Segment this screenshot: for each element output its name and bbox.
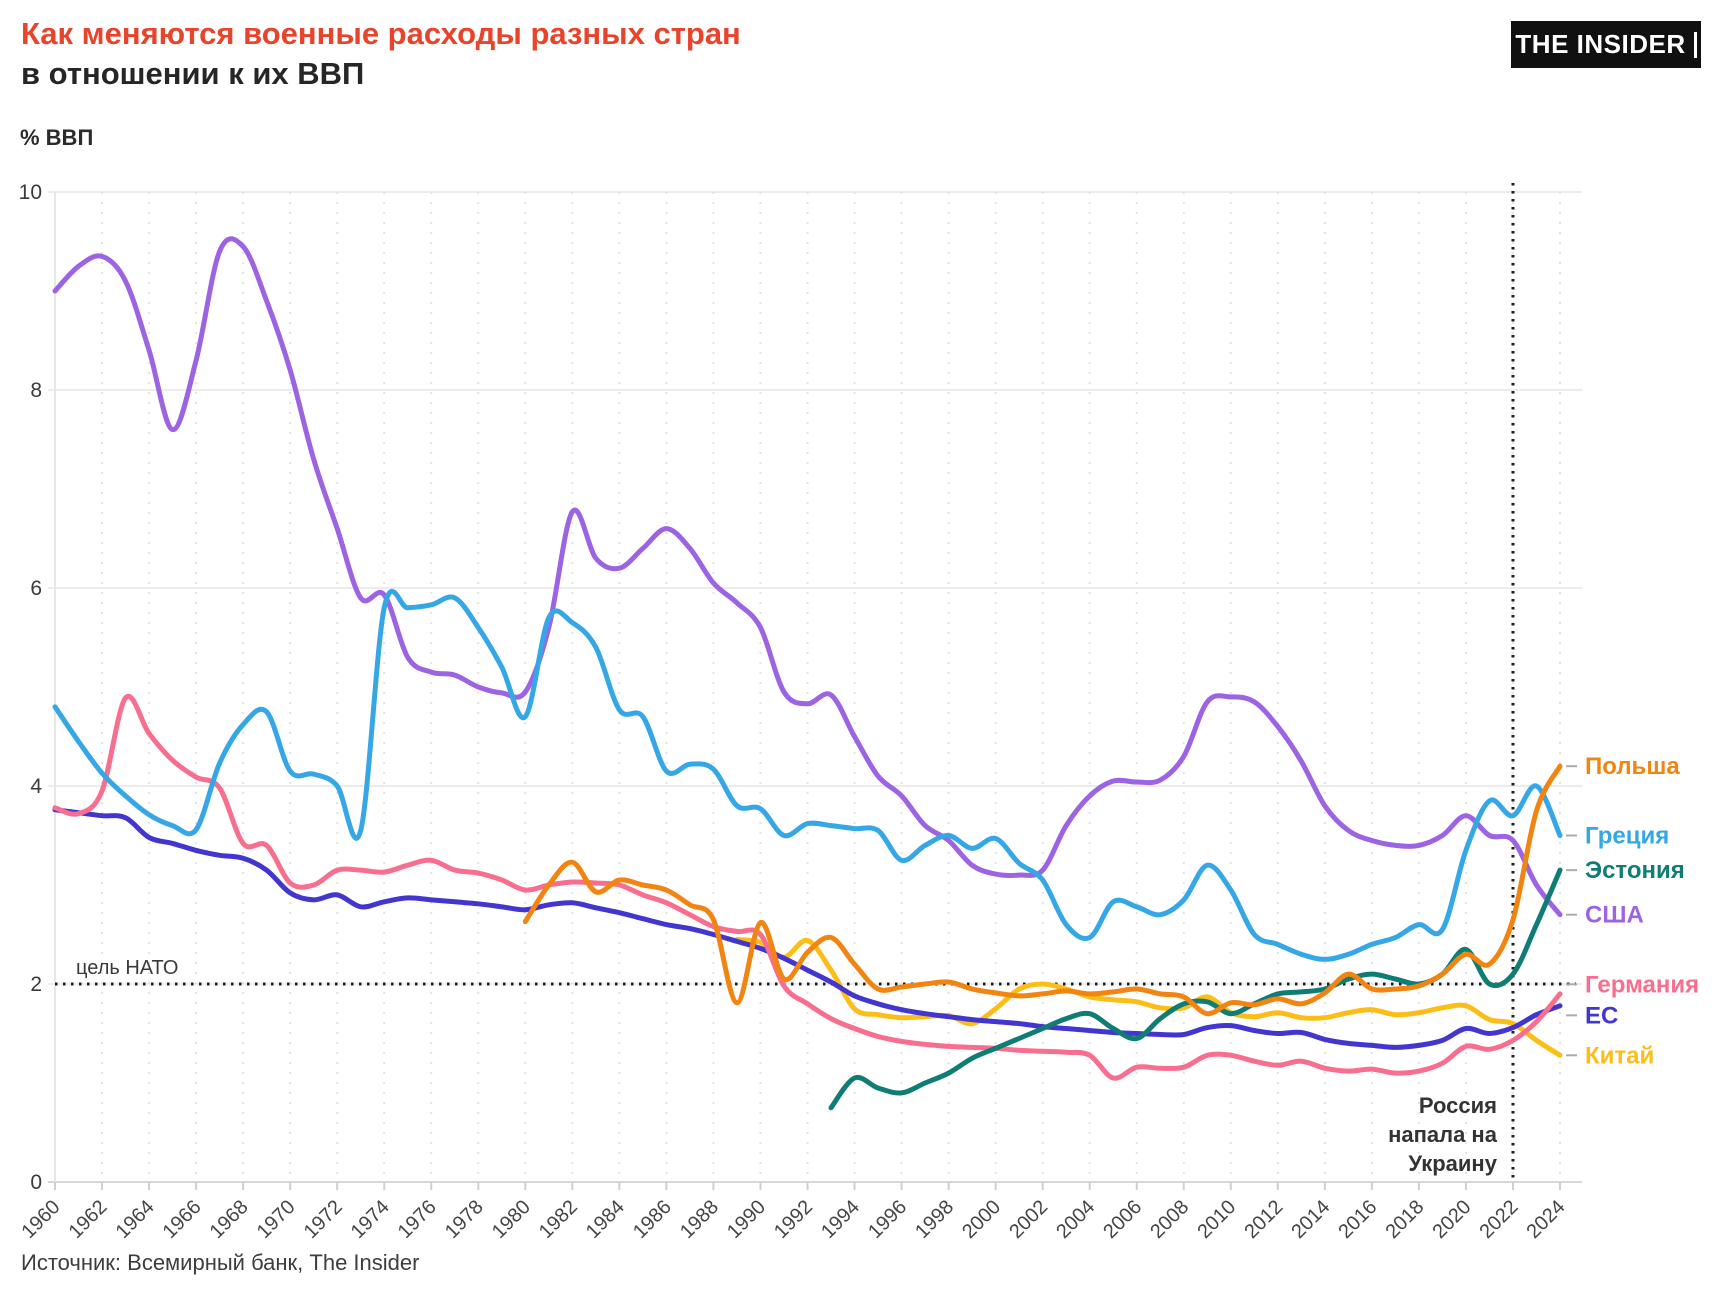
logo-bar-icon xyxy=(1693,31,1697,58)
legend-label-Греция: Греция xyxy=(1585,823,1669,850)
y-tick-label-8: 8 xyxy=(30,379,42,402)
x-tick-label-1968: 1968 xyxy=(206,1196,253,1243)
x-tick-label-2006: 2006 xyxy=(1099,1196,1146,1243)
y-tick-label-10: 10 xyxy=(19,181,42,204)
x-tick-label-2000: 2000 xyxy=(958,1196,1005,1243)
x-tick-label-1982: 1982 xyxy=(535,1196,582,1243)
x-tick-label-1980: 1980 xyxy=(488,1196,535,1243)
chart-title: Как меняются военные расходы разных стра… xyxy=(21,14,741,94)
y-tick-label-6: 6 xyxy=(30,577,42,600)
x-tick-label-1990: 1990 xyxy=(723,1196,770,1243)
event-annotation-line-1: Россия xyxy=(1419,1093,1497,1118)
x-tick-label-2010: 2010 xyxy=(1193,1196,1240,1243)
x-tick-label-1978: 1978 xyxy=(441,1196,488,1243)
h-gridlines: 0 2 4 6 8 10 xyxy=(19,181,1582,1194)
x-tick-label-2016: 2016 xyxy=(1334,1196,1381,1243)
x-tick-label-1972: 1972 xyxy=(300,1196,347,1243)
event-annotation-line-3: Украину xyxy=(1408,1151,1497,1176)
chart-title-line2: в отношении к их ВВП xyxy=(21,56,365,91)
legend-label-США: США xyxy=(1585,902,1644,929)
y-axis-title: % ВВП xyxy=(20,125,94,150)
x-tick-label-1974: 1974 xyxy=(347,1196,394,1243)
legend-label-ЕС: ЕС xyxy=(1585,1002,1618,1029)
x-tick-label-2022: 2022 xyxy=(1475,1196,1522,1243)
x-tick-label-2008: 2008 xyxy=(1146,1196,1193,1243)
x-tick-label-1966: 1966 xyxy=(159,1196,206,1243)
x-tick-label-2014: 2014 xyxy=(1287,1196,1334,1243)
x-tick-label-1960: 1960 xyxy=(18,1196,65,1243)
chart-title-line1: Как меняются военные расходы разных стра… xyxy=(21,16,741,51)
legend: Польша Греция Эстония США Германия ЕС Китай xyxy=(1566,753,1699,1069)
legend-label-Эстония: Эстония xyxy=(1585,857,1685,884)
series-line-США xyxy=(52,236,1563,918)
legend-label-Польша: Польша xyxy=(1585,753,1680,780)
y-tick-label-4: 4 xyxy=(30,775,42,798)
legend-label-Германия: Германия xyxy=(1585,971,1699,998)
x-tick-label-1986: 1986 xyxy=(629,1196,676,1243)
y-tick-label-2: 2 xyxy=(30,973,42,996)
x-tick-label-1998: 1998 xyxy=(911,1196,958,1243)
legend-label-Китай: Китай xyxy=(1585,1042,1654,1069)
the-insider-logo: THE INSIDER xyxy=(1511,21,1701,68)
nato-target-label: цель НАТО xyxy=(76,957,178,979)
series-line-Греция xyxy=(52,589,1563,962)
source-note: Источник: Всемирный банк, The Insider xyxy=(21,1250,420,1275)
series-line-Германия xyxy=(52,693,1563,1081)
x-tick-label-1992: 1992 xyxy=(770,1196,817,1243)
x-tick-label-1970: 1970 xyxy=(253,1196,300,1243)
event-annotation-line-2: напала на xyxy=(1388,1122,1498,1147)
x-tick-label-2024: 2024 xyxy=(1523,1196,1570,1243)
series-line-Китай xyxy=(734,937,1563,1058)
x-tick-label-2012: 2012 xyxy=(1240,1196,1287,1243)
y-tick-label-0: 0 xyxy=(30,1171,42,1194)
x-tick-label-1984: 1984 xyxy=(582,1196,629,1243)
series-lines xyxy=(52,236,1563,1111)
x-tick-label-1996: 1996 xyxy=(864,1196,911,1243)
series-line-Польша xyxy=(522,763,1563,1017)
series-line-ЕС xyxy=(52,807,1563,1050)
x-tick-label-2018: 2018 xyxy=(1381,1196,1428,1243)
x-tick-label-2004: 2004 xyxy=(1052,1196,1099,1243)
x-tick-label-1994: 1994 xyxy=(817,1196,864,1243)
x-tick-label-1962: 1962 xyxy=(65,1196,112,1243)
x-tick-label-2020: 2020 xyxy=(1428,1196,1475,1243)
x-tick-label-1964: 1964 xyxy=(112,1196,159,1243)
logo-text: THE INSIDER xyxy=(1515,29,1686,59)
x-tick-label-1976: 1976 xyxy=(394,1196,441,1243)
x-tick-label-1988: 1988 xyxy=(676,1196,723,1243)
x-tick-label-2002: 2002 xyxy=(1005,1196,1052,1243)
